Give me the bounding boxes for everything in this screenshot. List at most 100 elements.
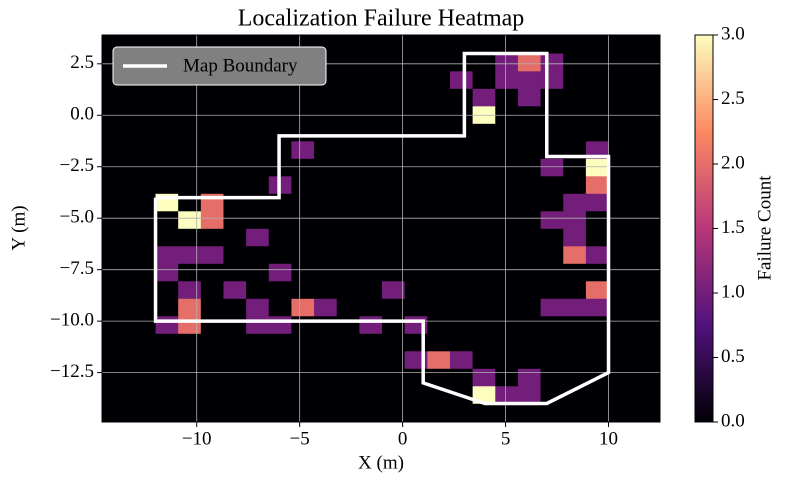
heatmap-cell <box>382 245 405 264</box>
heatmap-cell <box>223 158 247 177</box>
heatmap-cell <box>404 193 428 212</box>
heatmap-cell <box>495 350 519 369</box>
heatmap-cell <box>178 368 202 387</box>
heatmap-cell <box>359 298 383 317</box>
heatmap-cell <box>563 53 587 72</box>
heatmap-cell <box>246 350 270 369</box>
heatmap-cell <box>449 88 473 107</box>
heatmap-cell <box>314 245 338 264</box>
heatmap-cell <box>404 211 428 229</box>
heatmap-cell <box>404 263 428 282</box>
heatmap-cell <box>223 123 247 142</box>
heatmap-cell <box>155 385 179 404</box>
heatmap-cell <box>382 315 405 334</box>
heatmap-cell <box>540 123 564 142</box>
heatmap-cell <box>382 193 405 212</box>
heatmap-cell <box>585 385 609 404</box>
heatmap-cell <box>404 228 428 247</box>
heatmap-cell <box>495 141 519 159</box>
heatmap-cell <box>200 158 224 177</box>
heatmap-cell <box>563 123 587 142</box>
heatmap-cell <box>291 211 315 229</box>
heatmap-cell <box>563 245 587 264</box>
heatmap-cell <box>246 141 270 159</box>
heatmap-cell <box>427 88 451 107</box>
heatmap-cell <box>200 141 224 159</box>
heatmap-cell <box>540 71 564 89</box>
heatmap-cell <box>155 280 179 299</box>
heatmap-cell <box>268 385 292 404</box>
heatmap-cell <box>359 53 383 72</box>
heatmap-cell <box>585 280 609 299</box>
heatmap-cell <box>223 280 247 299</box>
heatmap-cell <box>359 193 383 212</box>
heatmap-cell <box>359 350 383 369</box>
heatmap-cell <box>291 141 315 159</box>
legend-box <box>112 46 327 86</box>
heatmap-cell <box>223 141 247 159</box>
heatmap-cell <box>382 280 405 299</box>
heatmap-cell <box>585 176 609 194</box>
heatmap-cell <box>246 176 270 194</box>
heatmap-cell <box>155 315 179 334</box>
heatmap-cell <box>517 263 541 282</box>
heatmap-cell <box>359 368 383 387</box>
heatmap-cell <box>540 298 564 317</box>
heatmap-cell <box>246 385 270 404</box>
heatmap-cell <box>291 123 315 142</box>
heatmap-cell <box>314 88 338 107</box>
heatmap-cell <box>336 385 360 404</box>
heatmap-cell <box>178 211 202 229</box>
heatmap-cell <box>517 53 541 72</box>
heatmap-cell <box>540 53 564 72</box>
heatmap-cell <box>472 193 496 212</box>
heatmap-cell <box>314 368 338 387</box>
heatmap-cell <box>495 298 519 317</box>
heatmap-cell <box>246 333 270 352</box>
heatmap-cell <box>359 71 383 89</box>
heatmap-cell <box>200 315 224 334</box>
heatmap-cell <box>178 141 202 159</box>
heatmap-cell <box>404 298 428 317</box>
heatmap-cell <box>155 141 179 159</box>
heatmap-cell <box>200 280 224 299</box>
heatmap-cell <box>359 280 383 299</box>
heatmap-cell <box>472 298 496 317</box>
heatmap-cell <box>268 245 292 264</box>
heatmap-cell <box>223 228 247 247</box>
heatmap-cell <box>472 53 496 72</box>
x-tick-label: 10 <box>599 428 618 449</box>
heatmap-cell <box>178 176 202 194</box>
heatmap-cell <box>472 315 496 334</box>
heatmap-cell <box>336 263 360 282</box>
heatmap-cell <box>268 350 292 369</box>
heatmap-cell <box>382 158 405 177</box>
heatmap-cell <box>155 211 179 229</box>
heatmap-cell <box>472 141 496 159</box>
heatmap-cell <box>336 245 360 264</box>
heatmap-cell <box>427 176 451 194</box>
heatmap-cell <box>223 245 247 264</box>
heatmap-cell <box>178 245 202 264</box>
heatmap-cell <box>495 333 519 352</box>
heatmap-cell <box>517 123 541 142</box>
heatmap-cell <box>585 211 609 229</box>
heatmap-cell <box>517 333 541 352</box>
heatmap-cell <box>585 298 609 317</box>
heatmap-cell <box>155 176 179 194</box>
heatmap-cell <box>563 228 587 247</box>
heatmap-cell <box>449 315 473 334</box>
heatmap-cell <box>336 176 360 194</box>
heatmap-cell <box>427 193 451 212</box>
heatmap-cell <box>359 333 383 352</box>
heatmap-cell <box>585 158 609 177</box>
colorbar-tick-label: 3.0 <box>721 23 745 44</box>
heatmap-cell <box>404 280 428 299</box>
heatmap-cell <box>178 333 202 352</box>
heatmap-cell <box>449 228 473 247</box>
heatmap-cell <box>336 368 360 387</box>
heatmap-cell <box>517 368 541 387</box>
heatmap-cell <box>336 315 360 334</box>
heatmap-cell <box>246 123 270 142</box>
